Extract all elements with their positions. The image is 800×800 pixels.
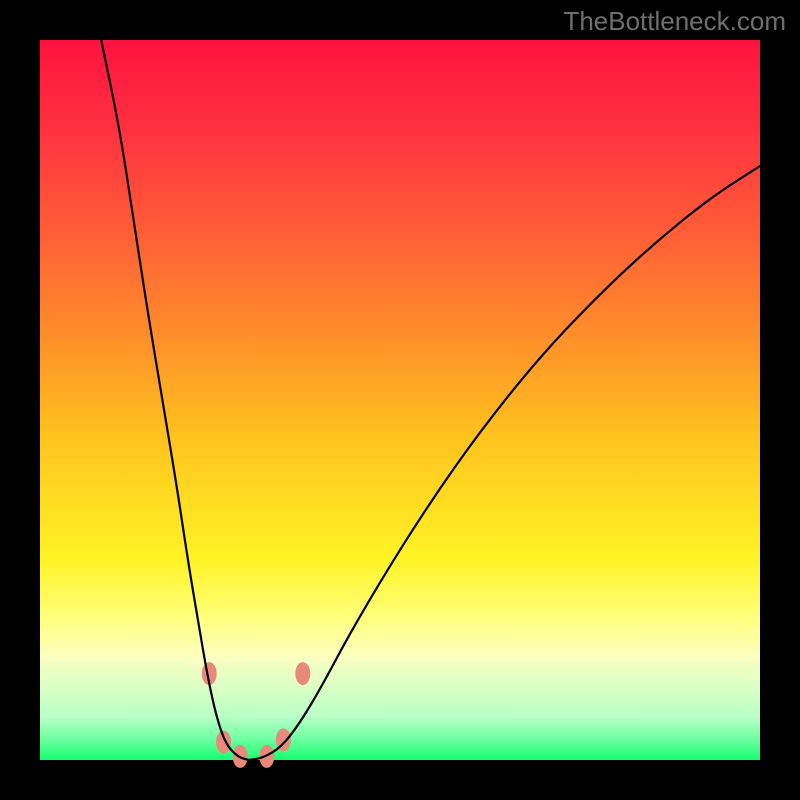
bottleneck-chart [0,0,800,800]
plot-background [40,40,760,760]
chart-frame: TheBottleneck.com [0,0,800,800]
curve-marker [296,663,310,685]
